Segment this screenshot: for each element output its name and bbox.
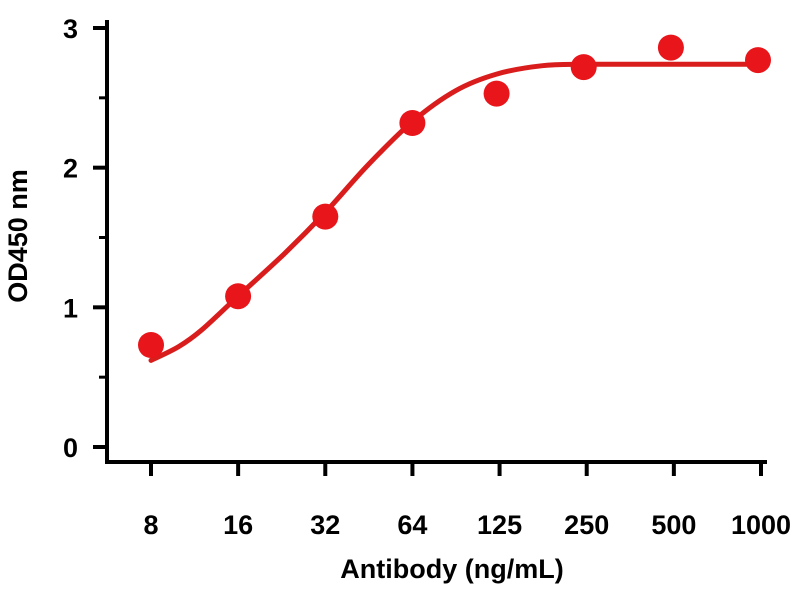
x-tick-label: 8 [143,510,158,540]
data-point [312,203,339,230]
data-point [138,332,164,358]
data-point [225,283,252,310]
x-tick-label: 32 [310,510,340,540]
y-tick-label: 0 [63,433,78,463]
data-point [483,80,510,107]
y-tick-label: 1 [63,293,78,323]
fit-curve [148,61,761,363]
y-axis-title: OD450 nm [3,169,33,303]
data-point [657,34,684,61]
data-points [138,34,771,358]
x-tick-label: 250 [564,510,609,540]
data-point [745,47,771,74]
x-axis-title: Antibody (ng/mL) [340,554,563,584]
y-ticks: 0 1 2 3 [63,14,107,463]
x-tick-label: 64 [397,510,427,540]
y-tick-label: 2 [63,154,78,184]
x-tick-label: 16 [223,510,253,540]
fit-curve-group [148,61,761,363]
data-point [399,110,426,136]
x-ticks: 8 16 32 64 125 250 500 1000 [143,462,791,540]
y-tick-label: 3 [63,14,78,44]
data-point [570,54,597,81]
x-tick-label: 125 [477,510,522,540]
axes [105,20,767,464]
x-tick-label: 1000 [731,510,791,540]
x-tick-label: 500 [651,510,696,540]
